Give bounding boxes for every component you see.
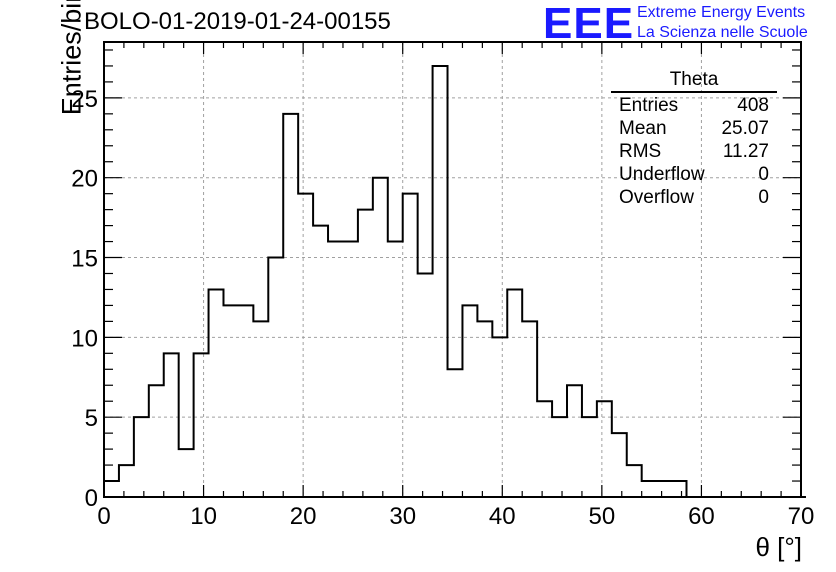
histogram-bin bbox=[627, 465, 642, 497]
logo-line-1: Extreme Energy Events bbox=[637, 4, 806, 21]
histogram-bin bbox=[612, 433, 627, 497]
y-tick-label: 10 bbox=[71, 325, 98, 352]
histogram-bin bbox=[164, 353, 179, 497]
histogram-bin bbox=[194, 353, 209, 497]
histogram-bin bbox=[119, 465, 134, 497]
stat-value: 25.07 bbox=[721, 118, 769, 139]
histogram-bin bbox=[537, 401, 552, 497]
histogram-bin bbox=[223, 305, 238, 497]
histogram-bin bbox=[343, 242, 358, 497]
y-tick-label: 20 bbox=[71, 166, 98, 193]
stat-label: Entries bbox=[619, 95, 679, 116]
y-tick-label: 0 bbox=[85, 485, 98, 512]
x-tick-label: 70 bbox=[788, 503, 815, 530]
histogram-bin bbox=[358, 210, 373, 497]
y-tick-label: 25 bbox=[71, 86, 98, 113]
x-tick-label: 40 bbox=[489, 503, 516, 530]
histogram-bin bbox=[388, 242, 403, 497]
histogram-bin bbox=[179, 449, 194, 497]
stat-value: 408 bbox=[737, 95, 769, 116]
y-axis-label: Entries/bin bbox=[56, 0, 87, 116]
histogram-bin bbox=[209, 289, 224, 497]
x-tick-label: 30 bbox=[389, 503, 416, 530]
stat-value: 0 bbox=[758, 187, 769, 208]
logo-caption: Extreme Energy Events La Scienza nelle S… bbox=[637, 3, 808, 43]
stat-row-underflow: Underflow 0 bbox=[611, 163, 777, 186]
histogram-bin bbox=[552, 417, 567, 497]
stat-label: Mean bbox=[619, 118, 667, 139]
stat-label: Underflow bbox=[619, 164, 705, 185]
histogram-bin bbox=[418, 273, 433, 497]
histogram-bin bbox=[253, 321, 268, 497]
x-axis-label: θ [°] bbox=[755, 532, 802, 562]
histogram-bars bbox=[104, 64, 806, 498]
histogram-bin bbox=[313, 226, 328, 497]
stat-row-rms: RMS 11.27 bbox=[611, 140, 777, 163]
histogram-bin bbox=[134, 417, 149, 497]
run-title: BOLO-01-2019-01-24-00155 bbox=[84, 8, 391, 35]
x-tick-label: 0 bbox=[97, 503, 110, 530]
stat-label: Overflow bbox=[619, 187, 694, 208]
y-tick-label: 15 bbox=[71, 246, 98, 273]
histogram-bin bbox=[582, 417, 597, 497]
y-tick-label: 5 bbox=[85, 405, 98, 432]
stat-value: 11.27 bbox=[722, 141, 769, 162]
histogram-bin bbox=[433, 66, 448, 497]
histogram-outline bbox=[104, 64, 806, 498]
stats-title: Theta bbox=[611, 70, 777, 93]
histogram-bin bbox=[104, 481, 119, 497]
histogram-bin bbox=[298, 194, 313, 497]
stat-label: RMS bbox=[619, 141, 662, 162]
histogram-bin bbox=[642, 481, 657, 497]
histogram-bin bbox=[522, 321, 537, 497]
x-tick-label: 10 bbox=[190, 503, 217, 530]
histogram-bin bbox=[448, 369, 463, 497]
eee-logo: EEE bbox=[543, 0, 635, 48]
logo-line-2: La Scienza nelle Scuole bbox=[637, 24, 808, 41]
histogram-bin bbox=[283, 114, 298, 497]
histogram-bin bbox=[657, 481, 672, 497]
axis-ticks bbox=[103, 42, 802, 498]
histogram-bin bbox=[149, 385, 164, 497]
histogram-bin bbox=[507, 289, 522, 497]
axis-tick-labels: 0 10 20 30 40 50 60 70 0 5 10 15 20 25 bbox=[71, 86, 814, 530]
x-tick-label: 50 bbox=[589, 503, 616, 530]
stats-box: Theta Entries 408 Mean 25.07 RMS 11.27 U… bbox=[611, 70, 777, 209]
histogram-bin bbox=[672, 481, 687, 497]
plot-frame bbox=[103, 41, 802, 498]
x-tick-label: 60 bbox=[688, 503, 715, 530]
stat-row-overflow: Overflow 0 bbox=[611, 186, 777, 209]
stat-value: 0 bbox=[758, 164, 769, 185]
stat-row-mean: Mean 25.07 bbox=[611, 117, 777, 140]
grid-lines bbox=[104, 42, 801, 497]
histogram-bin bbox=[403, 194, 418, 497]
x-tick-label: 20 bbox=[290, 503, 317, 530]
histogram-bin bbox=[567, 385, 582, 497]
histogram-bin bbox=[238, 305, 253, 497]
histogram-bin bbox=[477, 321, 492, 497]
stat-row-entries: Entries 408 bbox=[611, 94, 777, 117]
histogram-bin bbox=[597, 401, 612, 497]
histogram-bin bbox=[268, 258, 283, 497]
histogram-bin bbox=[328, 242, 343, 497]
histogram-bin bbox=[462, 305, 477, 497]
